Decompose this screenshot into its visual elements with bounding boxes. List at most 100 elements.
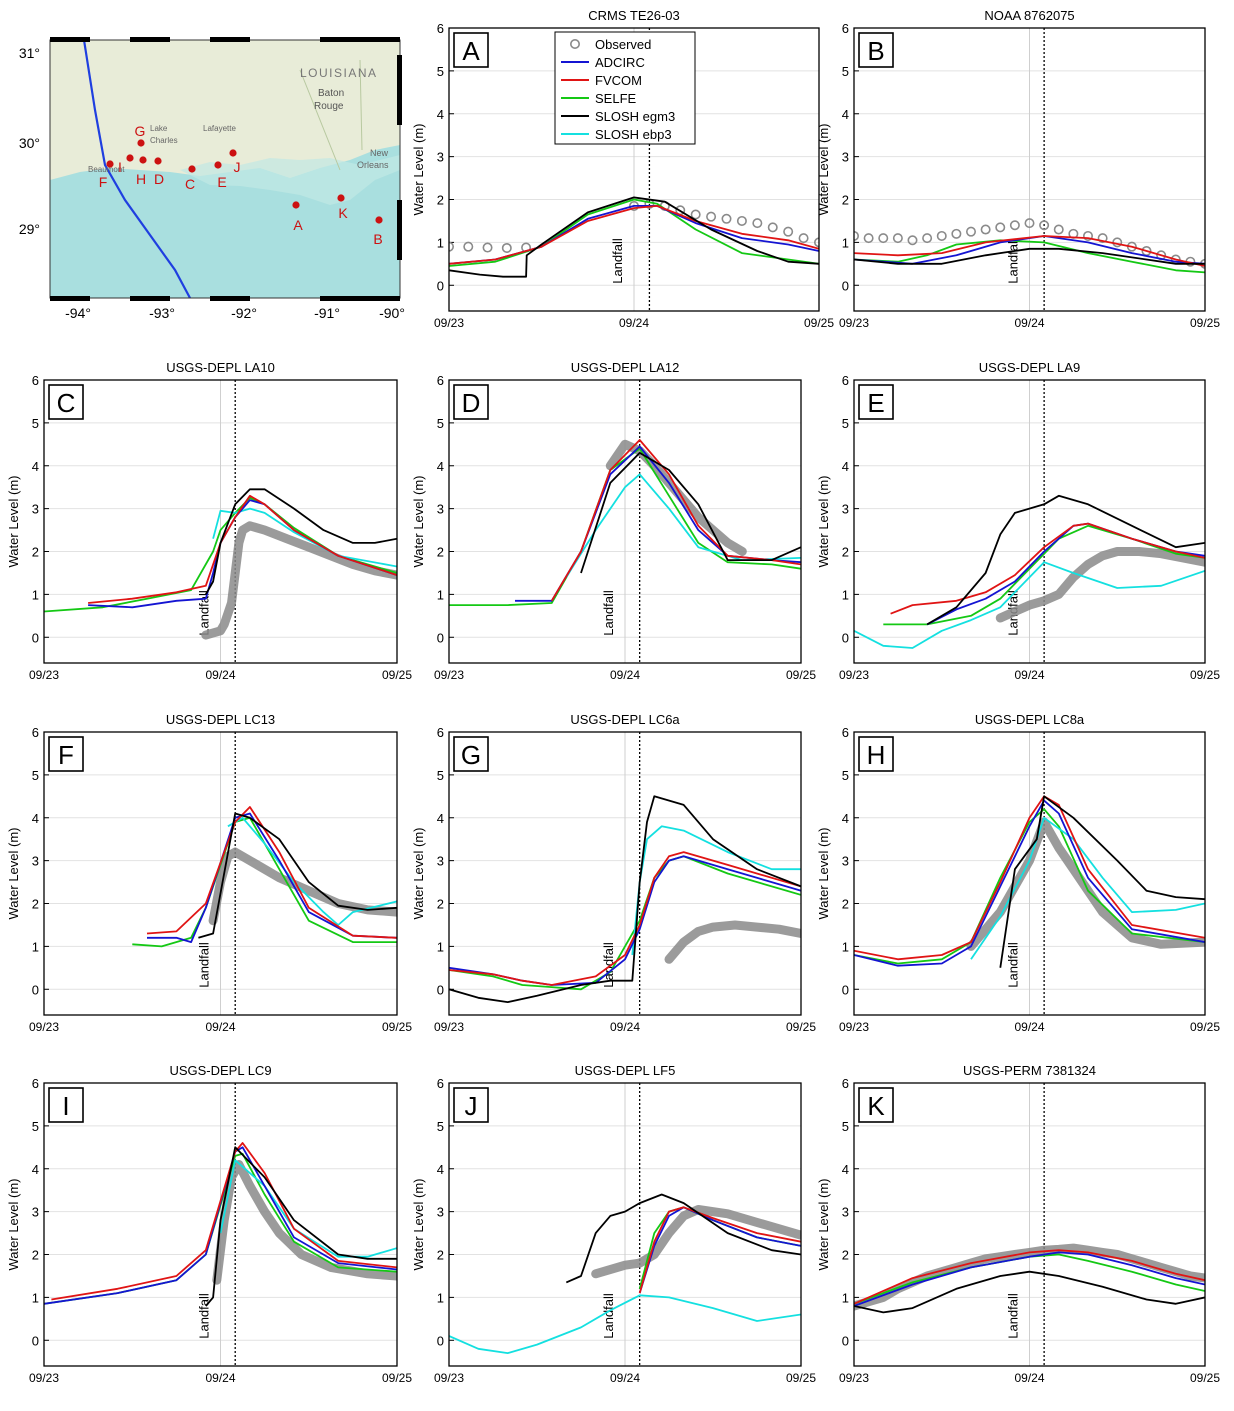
series-selfe-line	[883, 524, 1205, 626]
series-slosh-egm3-line	[449, 795, 801, 1003]
y-tick-label: 0	[437, 630, 444, 645]
panel-letter-box	[453, 384, 489, 420]
y-tick-label: 6	[842, 725, 849, 740]
x-tick-label: 09/23	[29, 1371, 59, 1385]
y-tick-label: 2	[842, 193, 849, 208]
series-observed-point	[721, 213, 732, 224]
chart-panel-c: 0 1 2 3 4 5 6 09/23 09/24 09/25 Landfall USGS-DEPL …	[6, 360, 412, 682]
series-slosh-ebp3-line	[227, 816, 397, 926]
x-tick-label: 09/25	[804, 316, 834, 330]
plot-frame	[448, 379, 802, 664]
storm-track	[82, 39, 191, 299]
x-tick-label: 09/23	[839, 1371, 869, 1385]
y-tick-label: 6	[842, 21, 849, 36]
y-tick-label: 3	[437, 502, 444, 517]
y-tick-label: 1	[437, 1290, 444, 1305]
y-tick-label: 5	[32, 1119, 39, 1134]
y-axis-label: Water Level (m)	[411, 124, 426, 216]
series-slosh-egm3-line	[565, 1193, 801, 1284]
series-slosh-egm3-line	[205, 488, 397, 595]
lon-label: -90°	[379, 305, 405, 321]
chart-title: USGS-DEPL LC9	[169, 1063, 271, 1078]
x-tick-label: 09/23	[839, 668, 869, 682]
series-observed-point	[1009, 220, 1020, 231]
series-slosh-egm3-line	[205, 1146, 397, 1307]
series-selfe-line	[449, 198, 819, 267]
y-tick-label: 4	[842, 459, 849, 474]
series-group	[449, 196, 819, 278]
lon-label: -91°	[314, 305, 340, 321]
series-slosh-egm3-line	[999, 795, 1205, 968]
x-tick-label: 09/25	[382, 668, 412, 682]
x-tick-label: 09/24	[610, 1020, 640, 1034]
y-tick-label: 3	[842, 854, 849, 869]
y-tick-label: 0	[842, 982, 849, 997]
series-group	[854, 494, 1205, 649]
chart-title: CRMS TE26-03	[588, 8, 680, 23]
legend-swatch	[569, 38, 580, 49]
x-tick-label: 09/24	[619, 316, 649, 330]
y-tick-label: 1	[842, 587, 849, 602]
series-observed-point	[1039, 220, 1050, 231]
y-axis-label: Water Level (m)	[411, 828, 426, 920]
station-label: K	[338, 205, 348, 221]
station-marker	[188, 165, 196, 173]
x-tick-label: 09/25	[786, 668, 816, 682]
y-tick-label: 0	[32, 982, 39, 997]
y-axis-label: Water Level (m)	[816, 124, 831, 216]
landfall-label: Landfall	[610, 238, 625, 284]
series-observed-point	[1083, 230, 1094, 241]
y-tick-label: 0	[437, 278, 444, 293]
series-observed-point	[482, 242, 493, 253]
station-marker	[337, 194, 345, 202]
series-fvcom-line	[146, 806, 397, 939]
station-marker	[154, 157, 162, 165]
x-tick-label: 09/23	[434, 668, 464, 682]
place-label: LOUISIANA	[300, 66, 378, 80]
panel-letter: J	[465, 1091, 478, 1121]
y-tick-label: 6	[437, 21, 444, 36]
map-frame-ticks	[50, 37, 402, 301]
station-marker	[292, 201, 300, 209]
x-tick-label: 09/25	[786, 1371, 816, 1385]
plot-frame	[448, 731, 802, 1016]
plot-frame	[853, 27, 1206, 312]
series-group	[44, 1142, 397, 1307]
x-tick-label: 09/24	[1014, 668, 1044, 682]
landfall-label: Landfall	[1006, 1293, 1021, 1339]
series-fvcom-line	[550, 439, 801, 602]
x-tick-label: 09/23	[434, 1020, 464, 1034]
y-axis-label: Water Level (m)	[6, 828, 21, 920]
plot-frame	[448, 27, 820, 312]
station-label: G	[135, 123, 146, 139]
station-marker	[375, 216, 383, 224]
series-observed-point	[936, 230, 947, 241]
landfall-label: Landfall	[601, 590, 616, 636]
chart-panel-k: 0 1 2 3 4 5 6 09/23 09/24 09/25 Landfall USGS-PERM …	[816, 1063, 1220, 1385]
y-tick-label: 6	[842, 1076, 849, 1091]
series-fvcom-line	[638, 1206, 801, 1294]
series-fvcom-line	[854, 795, 1205, 961]
y-tick-label: 5	[842, 416, 849, 431]
x-tick-label: 09/23	[29, 668, 59, 682]
y-tick-label: 1	[842, 939, 849, 954]
y-tick-label: 0	[437, 982, 444, 997]
series-observed-line	[591, 1205, 801, 1279]
y-tick-label: 5	[842, 1119, 849, 1134]
series-selfe-line	[132, 816, 397, 948]
panel-letter: F	[58, 740, 74, 770]
x-tick-label: 09/24	[1014, 1020, 1044, 1034]
landfall-label: Landfall	[601, 1293, 616, 1339]
y-tick-label: 1	[32, 939, 39, 954]
y-tick-label: 0	[32, 630, 39, 645]
y-tick-label: 2	[437, 545, 444, 560]
series-adcirc-line	[44, 1146, 397, 1305]
series-group	[44, 488, 397, 640]
panel-letter-box	[453, 1087, 489, 1123]
chart-title: NOAA 8762075	[984, 8, 1074, 23]
landfall-label: Landfall	[1006, 238, 1021, 284]
chart-legend: Observed ADCIRC FVCOM SELFE SLOSH egm3 SLOSH …	[554, 31, 696, 145]
series-observed-point	[783, 226, 794, 237]
series-observed-point	[951, 228, 962, 239]
series-observed-point	[690, 209, 701, 220]
